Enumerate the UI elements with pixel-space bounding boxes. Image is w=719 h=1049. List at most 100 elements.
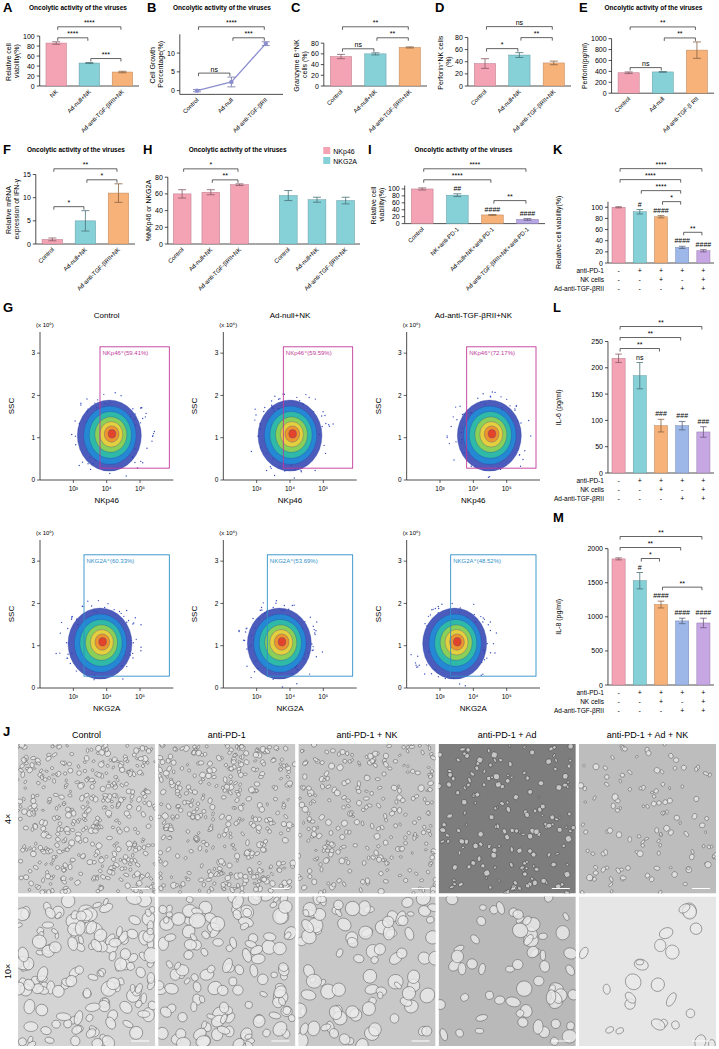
cell — [128, 770, 133, 777]
significance-label: ns — [354, 41, 362, 48]
event-dot — [313, 626, 314, 627]
x-tick-label: Ad-null+NK — [352, 88, 378, 114]
event-dot — [146, 447, 147, 448]
cell — [226, 862, 232, 868]
significance-label: * — [209, 161, 212, 168]
cell — [127, 845, 132, 851]
error-bar — [114, 184, 122, 203]
cell — [191, 750, 196, 756]
column-title: anti-PD-1 + NK — [337, 730, 398, 740]
data-group — [618, 42, 707, 93]
error-bar — [313, 197, 321, 202]
y-tick-label: 15 — [23, 171, 31, 178]
significance-bracket — [630, 27, 695, 30]
panel: CGranzyme B⁺NK cells (%)020406080ns****C… — [291, 0, 427, 134]
density-contour — [450, 634, 465, 650]
cell — [292, 761, 296, 767]
cell — [253, 882, 257, 885]
significance-label: *** — [102, 51, 110, 58]
event-dot — [76, 670, 77, 671]
event-dot — [261, 607, 262, 608]
cell — [282, 867, 286, 869]
cell — [237, 767, 242, 771]
y-tick-label: 0 — [31, 83, 35, 90]
cell — [425, 801, 430, 806]
y-tick — [37, 76, 40, 77]
cell — [370, 823, 375, 829]
y-tick — [321, 64, 324, 65]
event-dot — [490, 630, 491, 631]
cell — [185, 829, 190, 834]
error-bar — [659, 71, 667, 73]
event-dot — [246, 666, 247, 667]
cell — [204, 842, 210, 847]
cell — [248, 849, 251, 852]
y-tick-label: 3 — [31, 557, 35, 564]
cell — [389, 835, 392, 839]
data-group — [173, 184, 354, 244]
cell — [257, 861, 261, 865]
cell — [141, 838, 145, 841]
cell — [65, 779, 68, 783]
cell — [112, 765, 115, 769]
cell — [158, 850, 162, 855]
cell — [256, 883, 260, 888]
x-tick-label: 10³ — [435, 485, 445, 492]
cell — [95, 875, 100, 881]
cell — [193, 774, 196, 778]
cell — [303, 774, 308, 780]
y-tick-label: 60 — [392, 199, 400, 206]
cell — [415, 771, 420, 775]
text-line: Relative cell — [5, 41, 12, 81]
event-dot — [500, 396, 501, 397]
cell — [232, 753, 237, 758]
cell — [429, 752, 434, 756]
significance-label: ** — [660, 19, 666, 26]
y-tick — [402, 195, 405, 196]
cell — [419, 878, 424, 882]
event-dot — [140, 624, 141, 625]
cell — [25, 767, 29, 770]
cell — [106, 764, 110, 768]
cell — [54, 842, 60, 848]
event-dot — [516, 405, 517, 406]
significance-label: * — [501, 41, 504, 48]
cell — [225, 814, 232, 821]
y-tick-label: 3 — [398, 557, 402, 564]
event-dot — [314, 470, 315, 471]
cell — [60, 875, 67, 882]
cell — [323, 770, 330, 777]
cell — [43, 889, 46, 892]
event-dot — [473, 604, 474, 605]
cell — [179, 746, 185, 751]
significance-bracket — [91, 59, 121, 62]
cell — [84, 778, 89, 783]
density-contour — [488, 430, 496, 439]
cell — [344, 830, 348, 835]
cell — [123, 872, 129, 877]
event-dot — [79, 465, 80, 466]
cell — [67, 844, 72, 849]
cell — [229, 747, 234, 752]
y-tick — [465, 73, 468, 74]
cell — [286, 775, 291, 779]
cell — [264, 748, 271, 755]
cell — [235, 744, 238, 749]
cell — [102, 793, 108, 797]
cell — [432, 877, 435, 883]
y-tick-label: 1 — [215, 434, 219, 441]
cell — [279, 884, 283, 888]
y-tick — [404, 353, 407, 354]
cell — [281, 837, 289, 844]
cell — [50, 888, 54, 893]
y-scale-label: (x 10⁶) — [219, 530, 237, 536]
event-dot — [506, 399, 507, 400]
event-dot — [453, 459, 454, 460]
cell — [33, 865, 39, 871]
y-scale-label: (x 10⁶) — [403, 322, 421, 328]
cell — [119, 767, 125, 773]
cell — [70, 752, 74, 756]
cell — [243, 759, 250, 766]
cell — [210, 824, 213, 828]
event-dot — [432, 609, 433, 610]
